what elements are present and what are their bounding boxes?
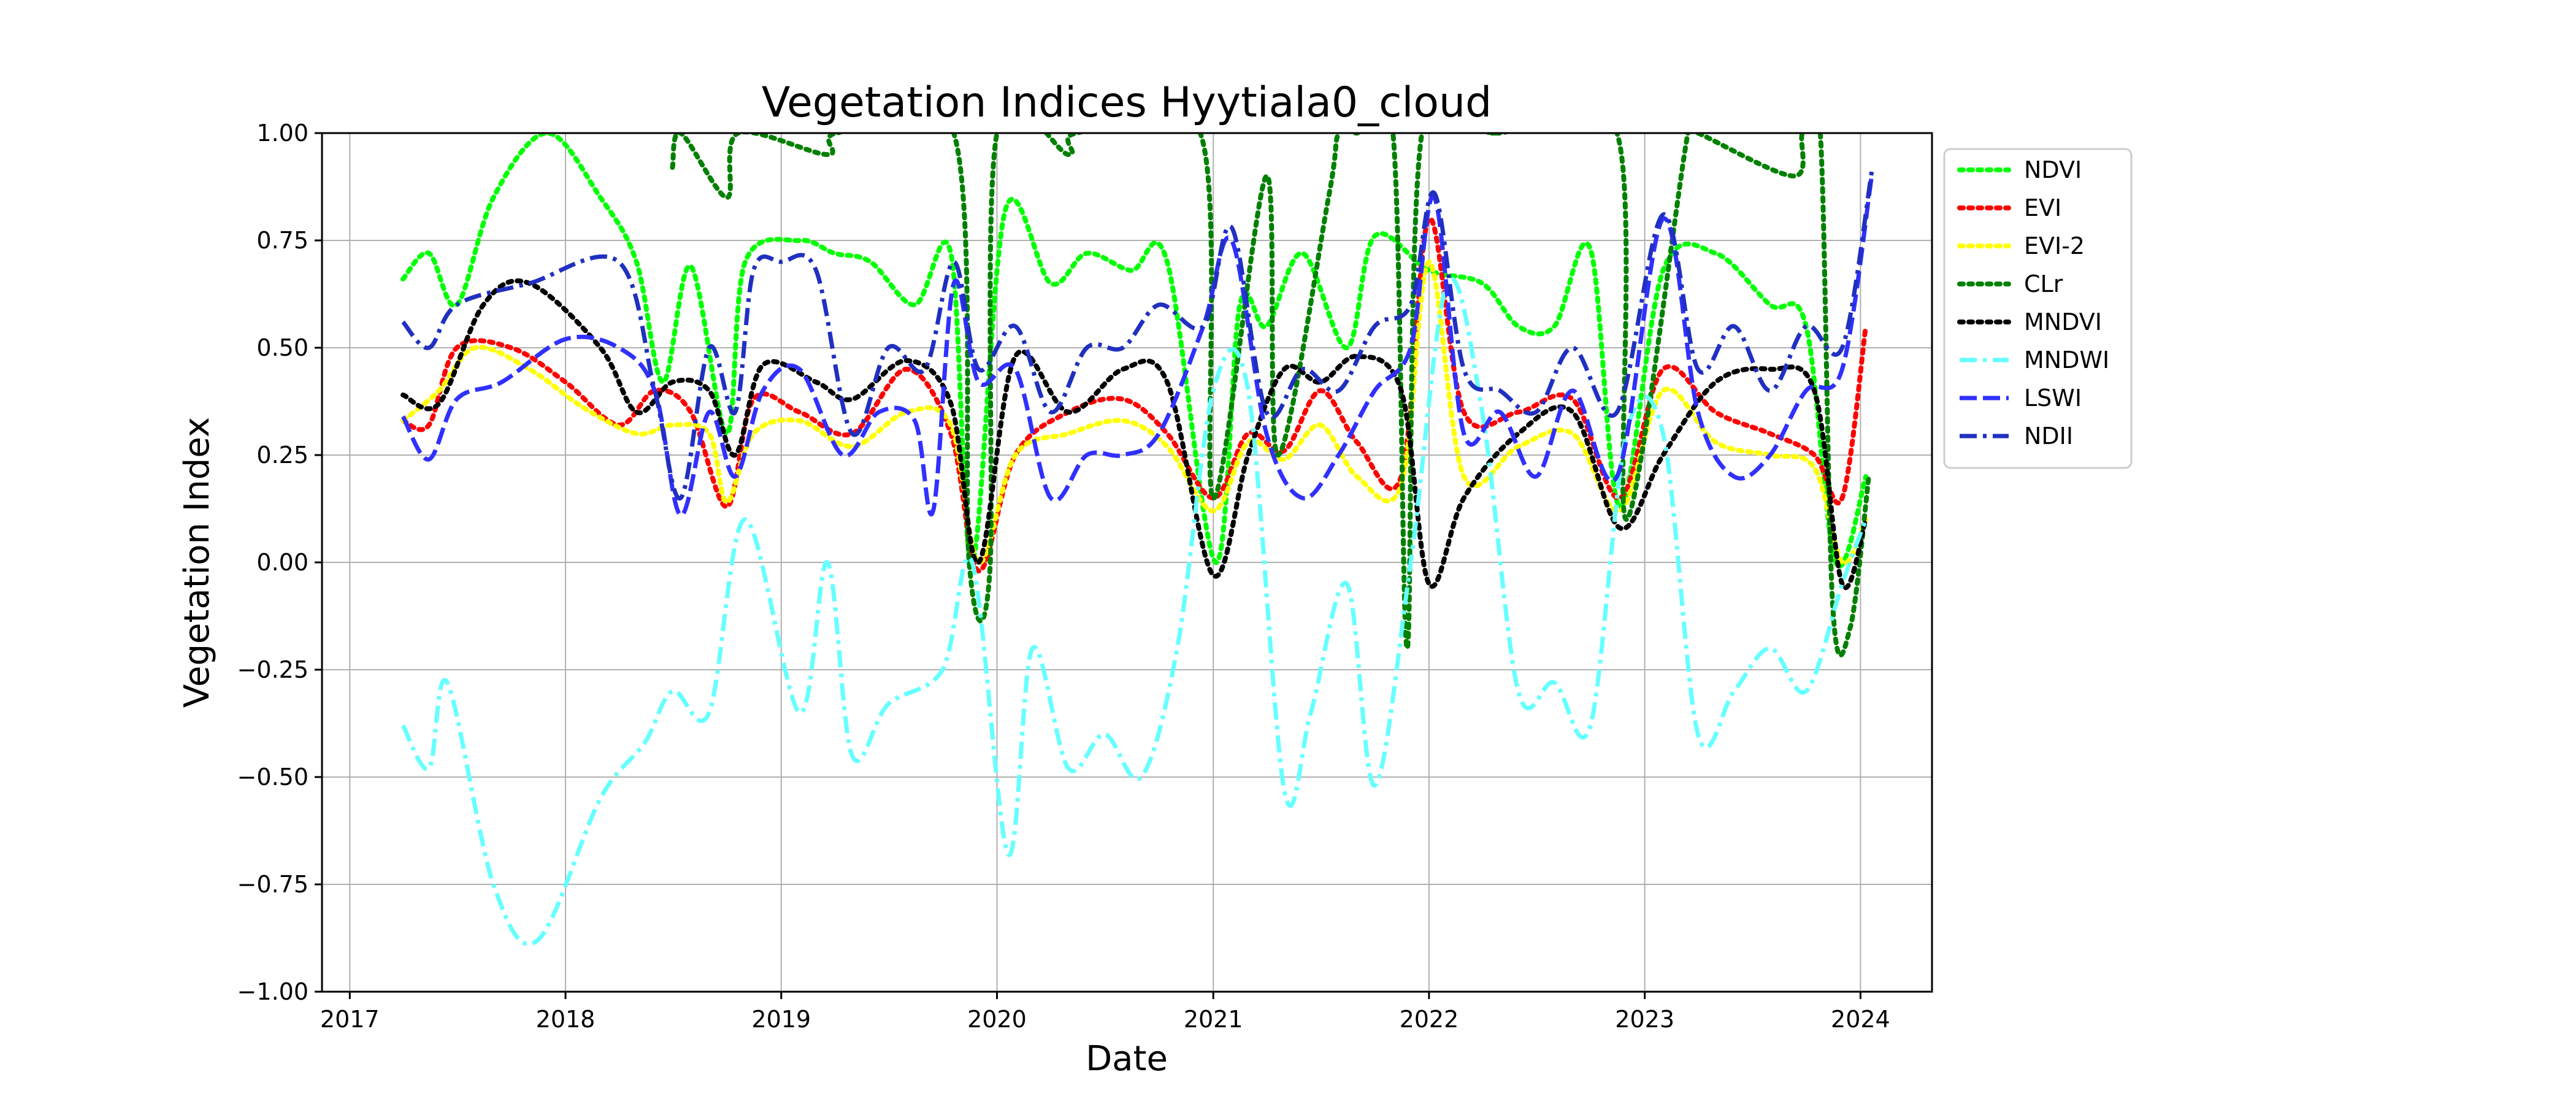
- y-tick-label: 0.50: [256, 334, 309, 361]
- y-tick-label: −1.00: [237, 978, 309, 1005]
- x-tick-label: 2018: [536, 1006, 596, 1033]
- legend-label-evi: EVI: [2024, 194, 2061, 221]
- series-group: [401, 133, 1874, 946]
- x-tick-label: 2020: [967, 1006, 1027, 1033]
- y-axis-title: Vegetation Index: [177, 417, 217, 708]
- x-tick-label: 2017: [320, 1006, 380, 1033]
- series-line-ndii: [401, 171, 1874, 501]
- y-tick-label: 0.75: [256, 227, 309, 254]
- x-tick-label: 2022: [1400, 1006, 1459, 1033]
- y-axis: 1.00 0.75 0.50 0.25 0.00 −0.25 −0.50 −0.75 −1.00: [237, 120, 322, 1005]
- series-line-evi: [401, 216, 1869, 573]
- series-line-lswi: [401, 175, 1874, 518]
- y-tick-label: −0.75: [237, 871, 309, 898]
- y-tick-label: 0.25: [256, 442, 309, 469]
- series-line-evi-2: [401, 259, 1869, 566]
- legend-label-evi-2: EVI-2: [2024, 232, 2085, 259]
- y-tick-label: 0.00: [256, 549, 309, 576]
- legend-box: [1943, 148, 2133, 469]
- legend-label-mndwi: MNDWI: [2024, 347, 2109, 373]
- y-tick-label: 1.00: [256, 120, 309, 147]
- legend-label-mndvi: MNDVI: [2024, 308, 2102, 335]
- legend-label-lswi: LSWI: [2024, 385, 2082, 412]
- legend-label-ndii: NDII: [2024, 423, 2073, 450]
- x-tick-label: 2021: [1184, 1006, 1243, 1033]
- series-line-mndwi: [401, 277, 1868, 946]
- x-axis-title: Date: [1086, 1039, 1168, 1079]
- chart-title: Vegetation Indices Hyytiala0_cloud: [762, 79, 1492, 127]
- x-axis: 2017 2018 2019 2020 2021 2022 2023 2024: [320, 992, 1890, 1033]
- legend-label-clr: CLr: [2024, 270, 2063, 297]
- x-tick-label: 2023: [1615, 1006, 1674, 1033]
- y-tick-label: −0.50: [237, 764, 309, 791]
- legend-label-ndvi: NDVI: [2024, 156, 2082, 183]
- x-tick-label: 2019: [751, 1006, 811, 1033]
- x-tick-label: 2024: [1831, 1006, 1890, 1033]
- legend: NDVI EVI EVI-2 CLr MNDVI MNDWI LSWI NDII: [1943, 148, 2133, 469]
- y-tick-label: −0.25: [237, 656, 309, 683]
